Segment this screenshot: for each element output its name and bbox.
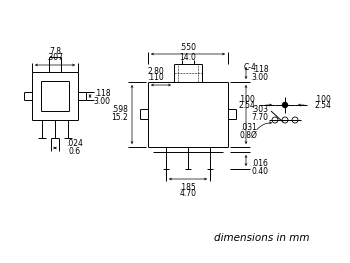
Text: 3.00: 3.00 [93, 97, 111, 105]
Text: .031: .031 [240, 124, 257, 133]
Text: 0.8Ø: 0.8Ø [239, 130, 257, 139]
Text: 7.8: 7.8 [49, 48, 61, 57]
Text: 7.70: 7.70 [252, 114, 268, 123]
Text: .100: .100 [315, 94, 331, 104]
Text: C-4: C-4 [244, 63, 257, 73]
Text: 15.2: 15.2 [112, 114, 128, 123]
Text: .118: .118 [94, 89, 110, 99]
Circle shape [282, 103, 287, 108]
Text: .118: .118 [252, 64, 268, 73]
Text: .110: .110 [148, 73, 164, 83]
Text: 0.6: 0.6 [69, 146, 81, 155]
Text: 2.54: 2.54 [315, 102, 331, 110]
Text: .185: .185 [180, 183, 196, 191]
Text: 3.00: 3.00 [252, 73, 268, 82]
Text: 0.40: 0.40 [252, 168, 268, 176]
Text: 2.80: 2.80 [148, 67, 164, 75]
Text: .024: .024 [66, 139, 83, 149]
Text: .303: .303 [252, 105, 268, 114]
Text: dimensions in mm: dimensions in mm [215, 233, 310, 243]
Text: .016: .016 [252, 159, 268, 169]
Text: .550: .550 [180, 43, 196, 53]
Text: .307: .307 [47, 53, 63, 63]
Text: 14.0: 14.0 [180, 53, 196, 62]
Text: .100: .100 [239, 94, 256, 104]
Text: 4.70: 4.70 [180, 190, 196, 199]
Text: .598: .598 [112, 105, 128, 114]
Text: 2.54: 2.54 [239, 102, 256, 110]
